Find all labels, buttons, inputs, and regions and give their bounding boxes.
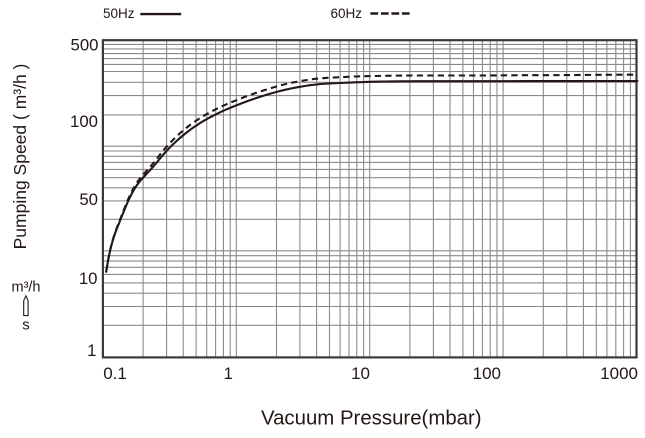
svg-text:10: 10 <box>351 364 370 383</box>
svg-text:Vacuum Pressure(mbar): Vacuum Pressure(mbar) <box>261 407 482 429</box>
svg-text:Pumping Speed ( m³/h ): Pumping Speed ( m³/h ) <box>10 64 30 250</box>
svg-text:1: 1 <box>224 364 233 383</box>
svg-text:10: 10 <box>79 269 98 288</box>
svg-text:m³/h: m³/h <box>12 280 41 296</box>
svg-text:100: 100 <box>473 364 501 383</box>
svg-text:1: 1 <box>87 341 96 360</box>
svg-text:50: 50 <box>79 190 98 209</box>
svg-text:60Hz: 60Hz <box>331 6 363 21</box>
svg-text:100: 100 <box>70 112 98 131</box>
svg-text:0.1: 0.1 <box>103 364 127 383</box>
svg-text:1000: 1000 <box>600 364 638 383</box>
svg-text:s: s <box>22 317 30 334</box>
svg-text:500: 500 <box>71 35 99 54</box>
svg-text:50Hz: 50Hz <box>103 6 135 21</box>
